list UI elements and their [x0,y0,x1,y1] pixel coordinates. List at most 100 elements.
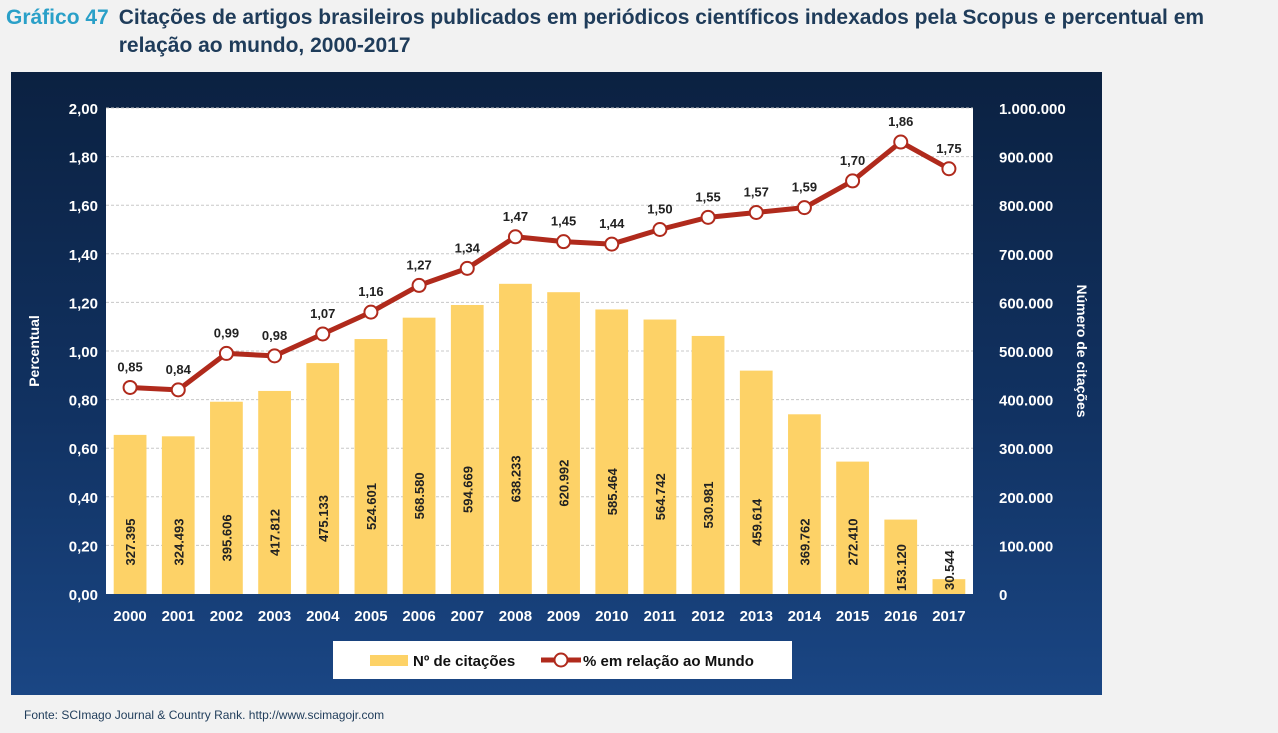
bar-value-label: 30.544 [942,549,957,590]
y-tick-label: 0,20 [69,538,98,555]
line-point [459,260,475,276]
bar-value-label: 568.580 [412,472,427,519]
line-value-label: 1,50 [647,202,672,217]
y2-tick-label: 1.000.000 [999,101,1066,118]
bar [547,292,580,594]
source-note: Fonte: SCImago Journal & Country Rank. h… [24,708,385,722]
y2-tick-label: 200.000 [999,490,1053,507]
y-tick-label: 1,80 [69,150,98,167]
line-value-label: 1,27 [406,257,431,272]
y-tick-label: 1,00 [69,344,98,361]
line-value-label: 1,75 [936,141,961,156]
line-point [218,345,234,361]
line-value-label: 0,98 [262,328,287,343]
bar [884,519,918,594]
line-value-label: 1,07 [310,306,335,321]
y2-tick-label: 400.000 [999,393,1053,410]
bar [113,434,147,594]
x-tick-label: 2004 [306,608,340,625]
bar [402,317,436,594]
line-point [315,326,331,342]
y2-tick-label: 700.000 [999,247,1053,264]
legend-label-line: % em relação ao Mundo [583,653,754,670]
y-tick-label: 1,40 [69,247,98,264]
x-tick-label: 2011 [644,608,677,625]
y-tick-label: 0,60 [69,441,98,458]
legend-label-bars: Nº de citações [413,653,515,670]
percent-line [129,139,951,393]
bar-value-label: 369.762 [797,519,812,566]
bar [595,309,629,594]
line-value-label: 1,55 [695,189,720,204]
line-value-label: 1,16 [358,284,383,299]
y-tick-label: 0,00 [69,587,98,604]
bar [691,335,725,594]
bar [643,319,677,594]
line-point [170,382,186,398]
bar-value-label: 638.233 [508,455,523,502]
bar-value-label: 620.992 [557,460,572,507]
line-point [604,236,620,252]
bar [836,461,869,594]
line-point [122,379,138,395]
bar-value-label: 417.812 [268,509,283,556]
y-tick-label: 0,80 [69,393,98,410]
line-point [411,277,427,293]
bar-value-label: 395.606 [219,514,234,561]
bar-value-label: 585.464 [605,467,620,515]
line-value-label: 1,47 [503,209,528,224]
bar [739,370,773,594]
x-tick-label: 2002 [210,608,243,625]
bar-value-label: 153.120 [894,544,909,591]
x-tick-label: 2010 [595,608,628,625]
bar-value-label: 327.395 [123,519,138,566]
line-point [893,134,909,150]
line-point [941,161,957,177]
x-tick-label: 2005 [354,608,387,625]
bar [210,401,243,594]
line-value-label: 1,57 [744,184,769,199]
y-axis-title: Percentual [26,315,42,387]
chart-title: Citações de artigos brasileiros publicad… [118,6,1205,57]
legend-swatch-bars [370,655,408,666]
y-tick-label: 1,60 [69,198,98,215]
x-tick-label: 2016 [884,608,917,625]
bar [306,363,340,594]
chart-title-block: Gráfico 47 Citações de artigos brasileir… [6,4,1274,60]
line-point [748,204,764,220]
line-value-label: 0,85 [117,359,142,374]
line-point [363,304,379,320]
x-tick-label: 2001 [162,608,195,625]
bar-value-label: 324.493 [171,519,186,566]
y2-tick-label: 300.000 [999,441,1053,458]
x-tick-label: 2012 [691,608,724,625]
x-tick-label: 2015 [836,608,869,625]
line-point [556,234,572,250]
bar-value-label: 475.133 [316,495,331,542]
bar-value-label: 459.614 [749,498,764,546]
y2-tick-label: 100.000 [999,538,1053,555]
bar-value-label: 564.742 [653,473,668,520]
x-tick-label: 2017 [932,608,965,625]
line-value-label: 1,59 [792,180,817,195]
line-value-label: 1,86 [888,114,913,129]
y2-axis-title: Número de citações [1074,284,1090,417]
chart-panel: 0,00 0 0,20 100.000 0,40 200.000 0,60 300.000 0,… [11,72,1102,695]
bar [354,339,388,594]
line-point [845,173,861,189]
bar-value-label: 594.669 [460,466,475,513]
line-point [652,222,668,237]
y2-tick-label: 600.000 [999,295,1053,312]
y2-tick-label: 0 [999,587,1007,604]
bar [788,414,821,594]
y2-tick-label: 500.000 [999,344,1053,361]
x-tick-label: 2000 [113,608,146,625]
y2-tick-label: 800.000 [999,198,1053,215]
line-point [507,229,523,245]
y-tick-label: 0,40 [69,490,98,507]
legend-swatch-marker [553,652,569,668]
bar [932,579,966,594]
bar-value-label: 530.981 [701,481,716,528]
bar [258,390,291,594]
line-value-label: 0,84 [166,362,192,377]
